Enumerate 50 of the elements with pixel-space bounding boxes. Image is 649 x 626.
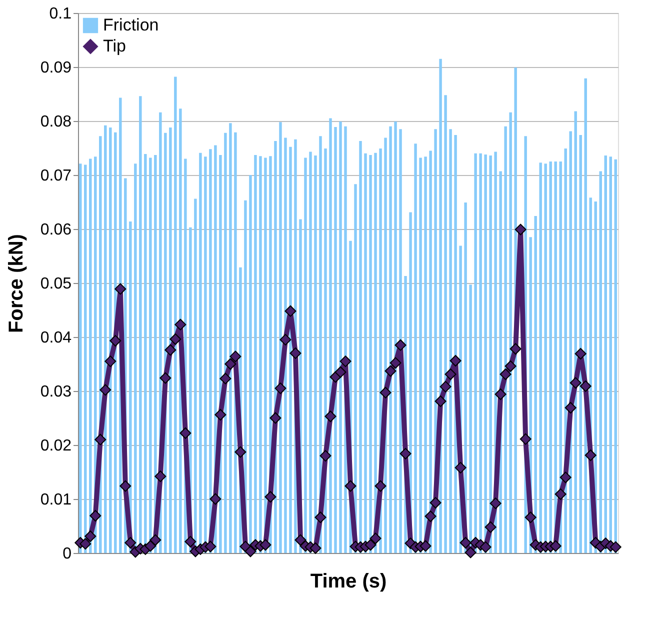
bar	[264, 158, 267, 553]
bar	[334, 126, 337, 553]
bar	[449, 129, 452, 553]
bar	[579, 135, 582, 553]
bar	[559, 162, 562, 553]
bar	[374, 152, 377, 553]
bar	[504, 126, 507, 553]
bar	[209, 149, 212, 553]
y-tick-label: 0.1	[49, 6, 72, 22]
y-tick-label: 0.05	[40, 276, 72, 292]
bar	[389, 126, 392, 553]
legend-label: Tip	[103, 36, 126, 56]
bar	[614, 159, 617, 553]
bar	[369, 155, 372, 553]
bar	[509, 112, 512, 553]
bar	[224, 132, 227, 553]
x-axis-title: Time (s)	[310, 570, 387, 592]
bar	[444, 95, 447, 553]
y-tick-label: 0.03	[40, 384, 72, 400]
bar	[574, 111, 577, 553]
bar	[289, 146, 292, 553]
bar	[154, 155, 157, 553]
y-tick-label: 0.02	[40, 438, 72, 454]
bar	[109, 127, 112, 553]
y-axis-title: Force (kN)	[5, 234, 28, 333]
bar	[284, 138, 287, 553]
bar	[489, 156, 492, 553]
y-tick-label: 0.08	[40, 114, 72, 130]
y-tick-label: 0.06	[40, 222, 72, 238]
y-tick-label: 0.07	[40, 168, 72, 184]
bar	[174, 76, 177, 553]
bar	[229, 123, 232, 553]
bar	[484, 154, 487, 553]
bar	[114, 132, 117, 553]
legend-label: Friction	[103, 16, 159, 34]
bar	[104, 125, 107, 553]
bar	[424, 156, 427, 553]
y-tick-label: 0.04	[40, 330, 72, 346]
y-tick-label: 0.01	[40, 492, 72, 508]
bar	[554, 162, 557, 553]
bar	[149, 158, 152, 553]
bar	[84, 164, 87, 553]
y-tick-label: 0	[62, 546, 72, 562]
bar	[429, 150, 432, 553]
y-tick-label: 0.09	[40, 60, 72, 76]
bar	[329, 118, 332, 553]
bar	[89, 158, 92, 553]
bar	[169, 127, 172, 553]
bar	[394, 122, 397, 553]
bar	[339, 122, 342, 553]
